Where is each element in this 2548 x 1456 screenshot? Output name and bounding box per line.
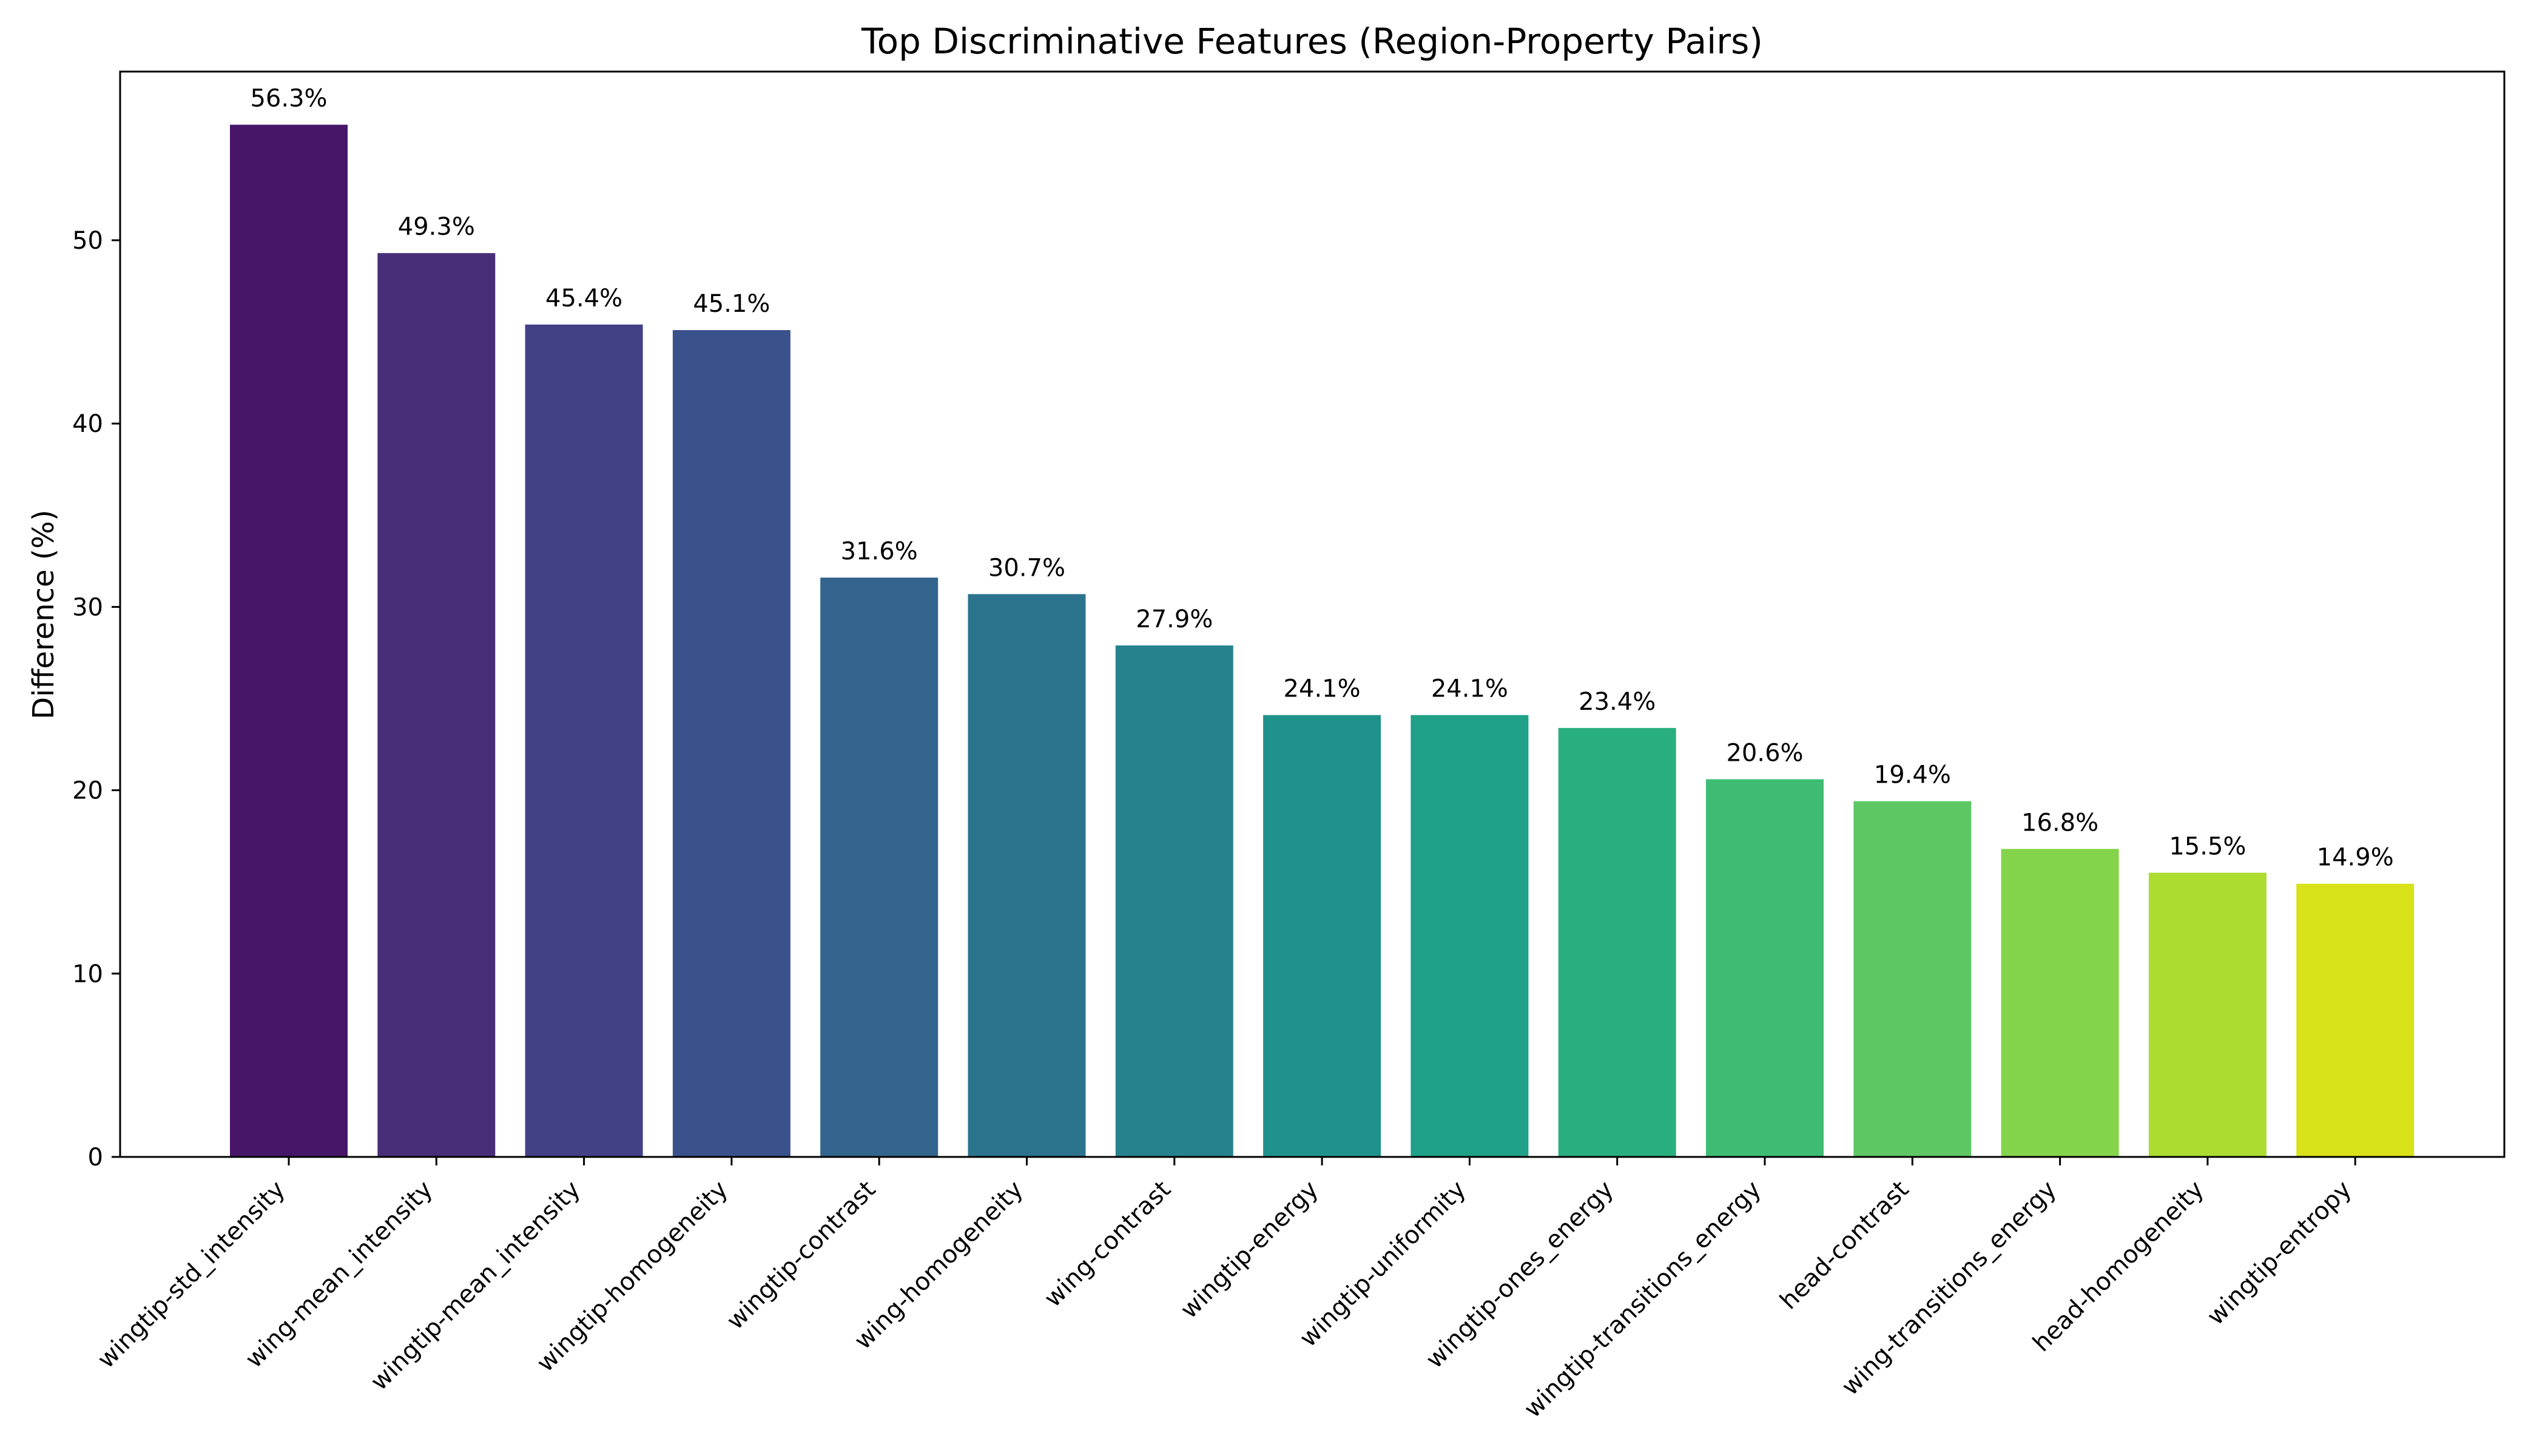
x-tick-label-15: wingtip-entropy bbox=[2202, 1176, 2357, 1331]
value-label-12: 19.4% bbox=[1874, 761, 1951, 789]
x-tick-label-9: wingtip-uniformity bbox=[1295, 1176, 1472, 1353]
value-label-6: 30.7% bbox=[988, 554, 1065, 582]
bar-14 bbox=[2148, 872, 2267, 1157]
x-tick-label-12: head-contrast bbox=[1774, 1176, 1914, 1315]
bar-15 bbox=[2296, 883, 2415, 1157]
value-label-3: 45.4% bbox=[545, 285, 622, 312]
bar-4 bbox=[672, 330, 790, 1157]
bar-11 bbox=[1706, 779, 1824, 1157]
value-label-9: 24.1% bbox=[1431, 675, 1508, 703]
value-label-11: 20.6% bbox=[1726, 740, 1803, 767]
value-label-5: 31.6% bbox=[841, 538, 918, 565]
x-tick-label-11: wingtip-transitions_energy bbox=[1518, 1176, 1767, 1424]
y-tick-label-10: 10 bbox=[72, 960, 103, 988]
y-tick-label-30: 30 bbox=[72, 593, 103, 621]
bar-1 bbox=[230, 124, 348, 1158]
value-label-10: 23.4% bbox=[1579, 688, 1656, 716]
bar-8 bbox=[1263, 715, 1381, 1157]
bar-12 bbox=[1853, 801, 1972, 1157]
value-label-8: 24.1% bbox=[1284, 675, 1361, 703]
value-label-4: 45.1% bbox=[693, 290, 770, 318]
bar-2 bbox=[377, 253, 496, 1158]
y-tick-label-50: 50 bbox=[72, 227, 103, 255]
value-label-13: 16.8% bbox=[2021, 809, 2098, 837]
value-label-15: 14.9% bbox=[2317, 844, 2394, 872]
bar-7 bbox=[1115, 645, 1233, 1157]
x-tick-label-7: wing-contrast bbox=[1039, 1176, 1176, 1313]
x-tick-label-5: wingtip-contrast bbox=[721, 1176, 881, 1335]
bar-13 bbox=[2001, 849, 2119, 1157]
value-labels-group: 56.3% 49.3% 45.4% 45.1% 31.6% 30.7% 27.9% 24.1%… bbox=[250, 85, 2393, 872]
value-label-14: 15.5% bbox=[2169, 833, 2246, 861]
y-axis-ticks: 0 10 20 30 40 50 bbox=[72, 227, 120, 1171]
x-axis-ticks: wingtip-std_intensitywing-mean_intensity… bbox=[92, 1157, 2357, 1423]
plot-area-frame bbox=[119, 70, 2506, 1158]
bar-5 bbox=[820, 578, 939, 1157]
y-axis-label: Difference (%) bbox=[27, 510, 61, 720]
chart-title: Top Discriminative Features (Region-Prop… bbox=[861, 21, 1763, 62]
bar-6 bbox=[968, 594, 1086, 1157]
bar-10 bbox=[1558, 727, 1676, 1157]
y-tick-label-40: 40 bbox=[72, 410, 103, 438]
bars-group bbox=[230, 124, 2415, 1158]
value-label-1: 56.3% bbox=[250, 85, 327, 113]
value-label-2: 49.3% bbox=[398, 213, 475, 241]
y-tick-label-20: 20 bbox=[72, 777, 103, 805]
y-tick-label-0: 0 bbox=[88, 1144, 103, 1171]
x-tick-label-14: head-homogeneity bbox=[2027, 1176, 2209, 1358]
x-tick-label-6: wing-homogeneity bbox=[849, 1176, 1029, 1355]
value-label-7: 27.9% bbox=[1136, 605, 1213, 633]
bar-3 bbox=[525, 325, 643, 1157]
bar-9 bbox=[1410, 715, 1529, 1157]
x-tick-label-8: wingtip-energy bbox=[1175, 1176, 1324, 1324]
